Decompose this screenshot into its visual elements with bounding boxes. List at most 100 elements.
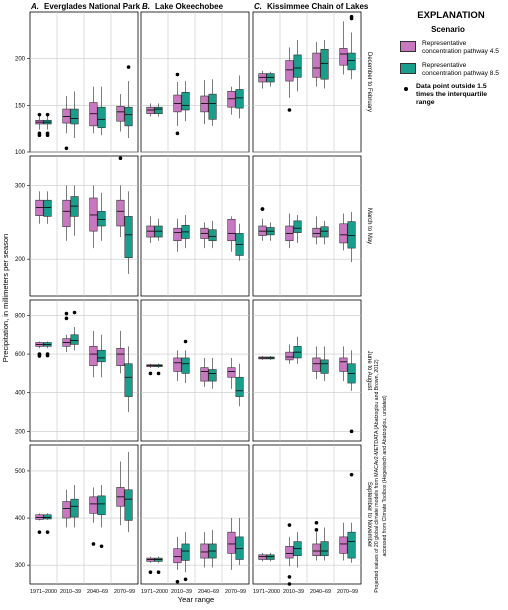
y-tick-label: 500 (15, 469, 26, 475)
box-rcp85 (347, 221, 356, 249)
outlier-point (183, 339, 188, 344)
box-rcp85 (124, 216, 133, 258)
y-tick-label: 400 (15, 391, 26, 397)
box-rcp45 (227, 531, 236, 554)
outlier-point (175, 579, 180, 584)
box-rcp85 (293, 220, 302, 233)
y-tick-label: 200 (15, 257, 26, 263)
x-tick-label: 1971–2000 (30, 589, 57, 595)
outlier-point (64, 311, 69, 316)
box-rcp45 (285, 351, 294, 361)
season-label-0: December to February (366, 52, 372, 112)
outlier-point (72, 310, 77, 315)
outlier-point (175, 72, 180, 77)
box-rcp45 (116, 105, 125, 122)
box-rcp45 (173, 357, 182, 372)
box-rcp45 (312, 543, 321, 557)
x-tick-label: 1971–2000 (253, 589, 280, 595)
box-rcp85 (97, 495, 106, 516)
box-rcp85 (97, 106, 106, 129)
y-tick-label: 300 (15, 183, 26, 189)
legend-outlier-dot (404, 87, 408, 91)
outlier-point (148, 371, 153, 376)
x-tick-label: 2070–99 (225, 589, 246, 595)
box-rcp85 (181, 543, 190, 561)
box-rcp85 (235, 536, 244, 560)
legend: EXPLANATION Scenario Representative conc… (392, 10, 504, 109)
outlier-point (64, 146, 69, 151)
panel-r3-c1 (140, 444, 250, 585)
box-rcp85 (124, 106, 133, 127)
outlier-point (37, 352, 42, 357)
panel-r1-c0 (29, 155, 139, 297)
y-tick-label: 800 (15, 313, 26, 319)
box-rcp45 (89, 102, 98, 127)
box-rcp45 (312, 357, 321, 372)
box-rcp45 (116, 347, 125, 366)
y-tick-label: 300 (15, 563, 26, 569)
outlier-point (45, 112, 50, 117)
column-title-0: Everglades National Park (44, 2, 141, 11)
outlier-point (314, 520, 319, 525)
box-rcp45 (116, 199, 125, 227)
outlier-point (349, 16, 354, 21)
panel-r1-c1 (140, 155, 250, 297)
box-rcp85 (124, 489, 133, 521)
box-rcp45 (285, 546, 294, 559)
panel-r2-c1 (140, 299, 250, 442)
outlier-point (349, 429, 354, 434)
outlier-point (314, 528, 319, 532)
x-axis-title: Year range (178, 595, 214, 604)
outlier-point (260, 207, 265, 211)
column-letter-0: A. (30, 2, 39, 11)
box-rcp45 (227, 91, 236, 108)
box-rcp85 (320, 49, 329, 80)
outlier-point (37, 133, 42, 137)
box-rcp45 (258, 73, 267, 83)
box-rcp45 (146, 106, 155, 115)
panel-r0-c0 (29, 11, 139, 153)
outlier-point (175, 131, 180, 136)
box-rcp45 (173, 227, 182, 242)
box-rcp85 (70, 334, 79, 345)
outlier-point (287, 523, 292, 527)
x-tick-label: 2040–69 (198, 589, 219, 595)
box-rcp85 (235, 89, 244, 109)
outlier-point (183, 577, 188, 582)
box-rcp45 (35, 514, 44, 520)
legend-label-rcp45: Representative concentration pathway 4.5 (422, 40, 499, 55)
box-rcp45 (339, 223, 348, 244)
legend-item-rcp45: Representative concentration pathway 4.5 (392, 39, 504, 61)
season-label-1: March to May (366, 208, 372, 244)
box-rcp85 (43, 514, 52, 520)
x-tick-label: 2070–99 (114, 589, 135, 595)
y-tick-label: 100 (15, 150, 26, 156)
box-rcp85 (320, 226, 329, 238)
outlier-point (64, 316, 69, 321)
legend-title: EXPLANATION (417, 10, 485, 21)
source-note-line-2: accessed from Climate Toolbox (Hegewisch… (382, 395, 388, 556)
box-rcp85 (97, 349, 106, 363)
box-rcp85 (293, 54, 302, 78)
legend-item-rcp85: Representative concentration pathway 8.5 (392, 61, 504, 83)
outlier-point (118, 156, 123, 161)
source-note-line-1: Projected values of 20 global climate mo… (374, 359, 380, 593)
box-rcp85 (347, 52, 356, 71)
outlier-point (37, 530, 42, 534)
outlier-point (126, 65, 131, 69)
y-tick-label: 600 (15, 352, 26, 358)
box-rcp45 (200, 367, 209, 382)
box-rcp85 (70, 498, 79, 518)
panel-r3-c0 (29, 444, 139, 585)
box-rcp45 (312, 227, 321, 238)
box-rcp45 (339, 357, 348, 372)
panel-r2-c0 (29, 299, 139, 442)
box-rcp85 (208, 229, 217, 242)
box-rcp85 (208, 93, 217, 120)
x-tick-label: 2040–69 (310, 589, 331, 595)
outlier-point (287, 582, 292, 586)
x-tick-label: 2010–39 (60, 589, 81, 595)
panel-r0-c1 (140, 11, 250, 153)
x-tick-label: 2040–69 (87, 589, 108, 595)
outlier-point (99, 544, 104, 549)
